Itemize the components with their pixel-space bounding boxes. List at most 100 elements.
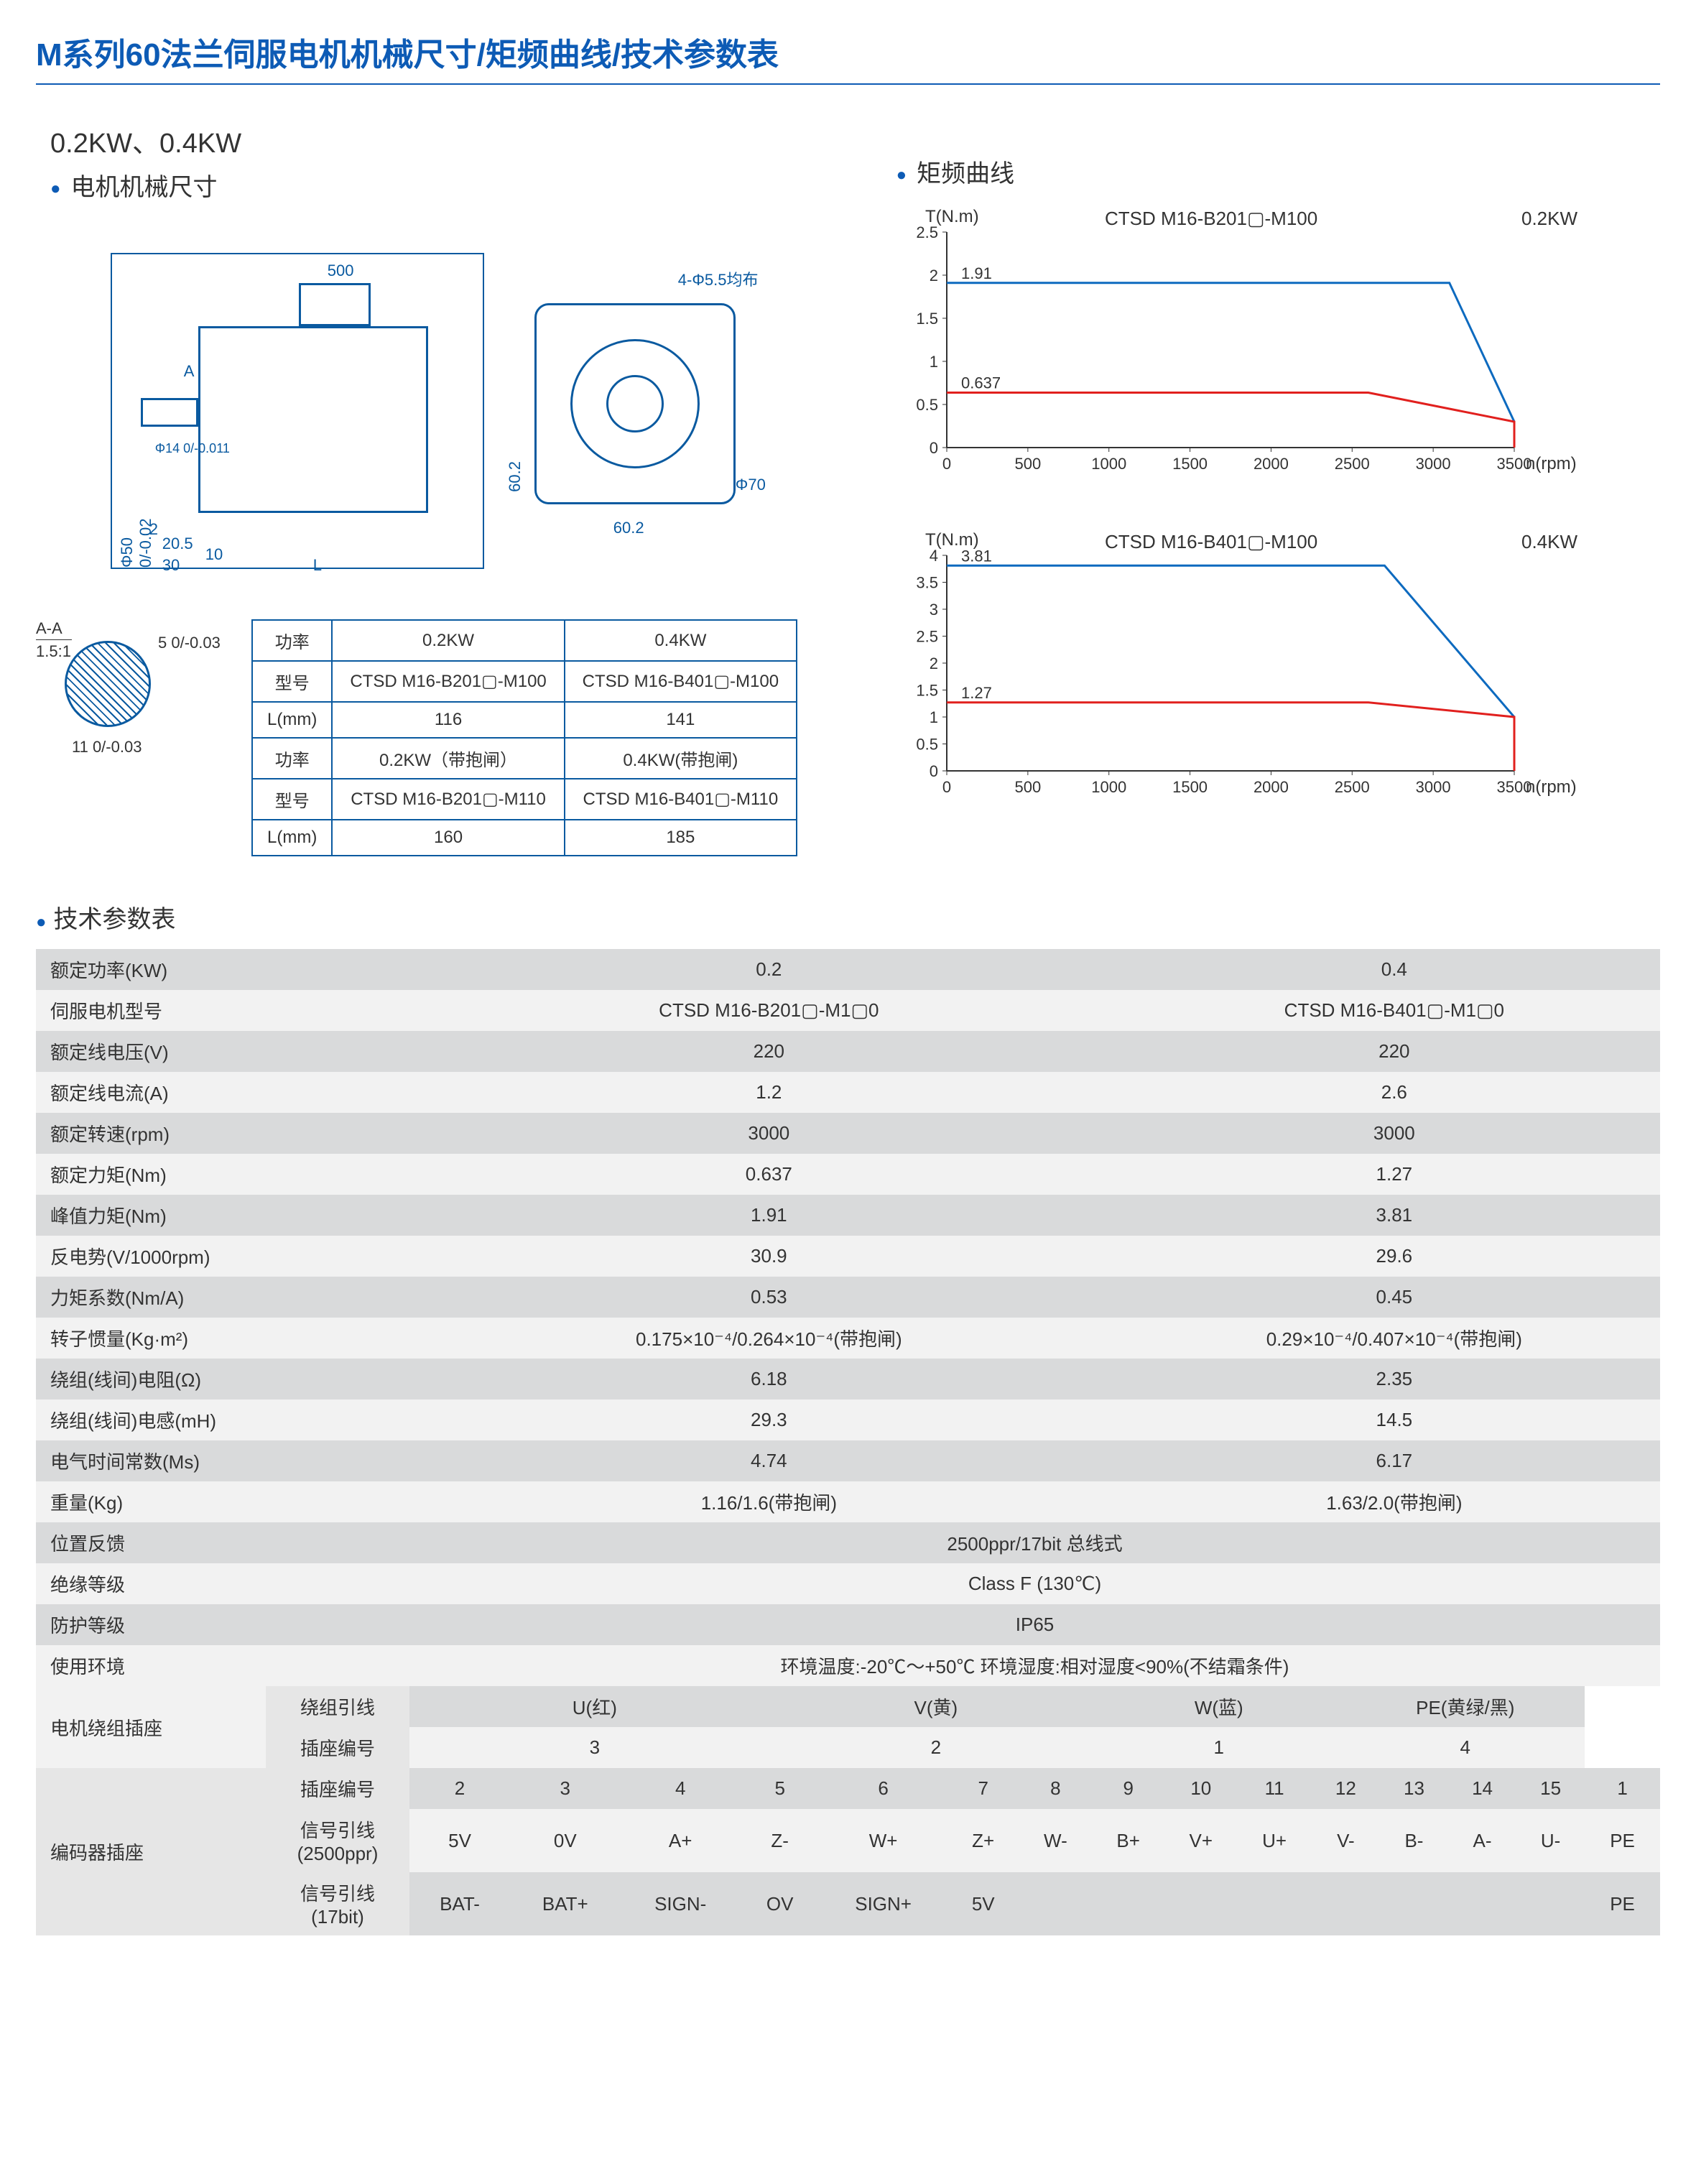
encoder-cell: V+	[1164, 1809, 1237, 1872]
encoder-cell: U+	[1237, 1809, 1312, 1872]
spec-row-label: 额定线电流(A)	[36, 1072, 409, 1113]
dim-table-cell: CTSD M16-B201▢-M110	[332, 779, 564, 820]
encoder-cell: 6	[819, 1768, 947, 1809]
spec-cell: 4.74	[409, 1440, 1129, 1481]
top-row: 0.2KW、0.4KW 电机机械尺寸 500 A Φ50 0/-0.02 Φ14…	[36, 106, 1660, 856]
dim-11: 11 0/-0.03	[72, 738, 142, 756]
svg-text:2000: 2000	[1254, 455, 1289, 473]
spec-row-label: 电气时间常数(Ms)	[36, 1440, 409, 1481]
dim-5: 5 0/-0.03	[158, 634, 221, 652]
spec-row-label: 峰值力矩(Nm)	[36, 1195, 409, 1236]
encoder-group-label: 编码器插座	[36, 1768, 266, 1935]
svg-text:2500: 2500	[1334, 455, 1369, 473]
spec-cell: 0.637	[409, 1154, 1129, 1195]
svg-text:3000: 3000	[1415, 455, 1450, 473]
dim-table-cell: 型号	[252, 661, 332, 702]
encoder-cell: 13	[1380, 1768, 1448, 1809]
spec-cell: CTSD M16-B201▢-M1▢0	[409, 990, 1129, 1031]
encoder-cell: 8	[1019, 1768, 1092, 1809]
svg-text:1: 1	[929, 708, 937, 726]
aa-section: A-A 1.5:1 5 0/-0.03 11 0/-0.03 功率0.2KW0.…	[36, 619, 853, 856]
spec-row: 防护等级IP65	[36, 1604, 1660, 1645]
dim-table-cell: 功率	[252, 738, 332, 779]
dim-dia14: Φ14 0/-0.011	[155, 441, 230, 456]
encoder-cell: 14	[1448, 1768, 1516, 1809]
spec-row: 峰值力矩(Nm)1.913.81	[36, 1195, 1660, 1236]
spec-row-label: 转子惯量(Kg·m²)	[36, 1318, 409, 1359]
spec-row: 绕组(线间)电阻(Ω)6.182.35	[36, 1359, 1660, 1399]
aa-ratio: 1.5:1	[36, 642, 71, 661]
encoder-cell: V-	[1312, 1809, 1380, 1872]
svg-text:3.5: 3.5	[916, 574, 938, 592]
spec-cell: 220	[1129, 1031, 1660, 1072]
spec-section: 技术参数表 额定功率(KW)0.20.4伺服电机型号CTSD M16-B201▢…	[36, 899, 1660, 1935]
dim-table-cell: CTSD M16-B401▢-M110	[565, 779, 797, 820]
spec-cell: 1.63/2.0(带抱闸)	[1129, 1481, 1660, 1522]
encoder-cell: 0V	[510, 1809, 620, 1872]
spec-cell: 14.5	[1129, 1399, 1660, 1440]
encoder-cell: 15	[1516, 1768, 1585, 1809]
spec-row-label: 额定转速(rpm)	[36, 1113, 409, 1154]
spec-row-label: 重量(Kg)	[36, 1481, 409, 1522]
spec-row-label: 绕组(线间)电感(mH)	[36, 1399, 409, 1440]
torque-curve-chart-0: T(N.m)CTSD M16-B201▢-M1000.2KW00.511.522…	[882, 203, 1600, 491]
dim-60v: 60.2	[506, 461, 524, 492]
encoder-cell	[1380, 1872, 1448, 1935]
spec-cell: IP65	[409, 1604, 1660, 1645]
encoder-cell: PE	[1585, 1872, 1660, 1935]
spec-row-label: 绕组(线间)电阻(Ω)	[36, 1359, 409, 1399]
dim-L: L	[313, 556, 322, 575]
svg-text:0: 0	[929, 439, 937, 457]
encoder-row-label: 信号引线(17bit)	[266, 1872, 409, 1935]
svg-text:0: 0	[929, 762, 937, 780]
dim-table-cell: 185	[565, 820, 797, 856]
encoder-cell: W+	[819, 1809, 947, 1872]
spec-row: 额定线电压(V)220220	[36, 1031, 1660, 1072]
svg-text:1000: 1000	[1091, 455, 1126, 473]
spec-cell: 6.18	[409, 1359, 1129, 1399]
spec-row-label: 使用环境	[36, 1645, 409, 1686]
encoder-cell: 2	[409, 1768, 510, 1809]
encoder-cell: A+	[620, 1809, 740, 1872]
page-title: M系列60法兰伺服电机机械尺寸/矩频曲线/技术参数表	[36, 29, 1660, 85]
power-heading: 0.2KW、0.4KW	[50, 121, 853, 160]
winding-cell: PE(黄绿/黑)	[1345, 1686, 1585, 1727]
spec-cell: 环境温度:-20℃～+50℃ 环境湿度:相对湿度<90%(不结霜条件)	[409, 1645, 1660, 1686]
dim-2: 2	[149, 520, 158, 539]
dim-10: 10	[205, 545, 223, 564]
spec-row: 额定转速(rpm)30003000	[36, 1113, 1660, 1154]
spec-cell: Class F (130℃)	[409, 1563, 1660, 1604]
spec-table: 额定功率(KW)0.20.4伺服电机型号CTSD M16-B201▢-M1▢0C…	[36, 949, 1660, 1935]
spec-row: 位置反馈2500ppr/17bit 总线式	[36, 1522, 1660, 1563]
spec-cell: 30.9	[409, 1236, 1129, 1277]
encoder-cell	[1312, 1872, 1380, 1935]
encoder-cell: 9	[1092, 1768, 1164, 1809]
encoder-cell: PE	[1585, 1809, 1660, 1872]
spec-cell: 3.81	[1129, 1195, 1660, 1236]
spec-row: 额定力矩(Nm)0.6371.27	[36, 1154, 1660, 1195]
encoder-cell: 10	[1164, 1768, 1237, 1809]
spec-row-label: 额定力矩(Nm)	[36, 1154, 409, 1195]
winding-cell: 2	[780, 1727, 1092, 1768]
right-column: 矩频曲线 T(N.m)CTSD M16-B201▢-M1000.2KW00.51…	[882, 106, 1660, 856]
spec-cell: 3000	[1129, 1113, 1660, 1154]
dim-table-cell: L(mm)	[252, 820, 332, 856]
dim-table-cell: CTSD M16-B401▢-M100	[565, 661, 797, 702]
dimension-table: 功率0.2KW0.4KW 型号CTSD M16-B201▢-M100CTSD M…	[251, 619, 797, 856]
encoder-cell: 4	[620, 1768, 740, 1809]
svg-text:0: 0	[942, 455, 950, 473]
encoder-cell: 12	[1312, 1768, 1380, 1809]
svg-text:1.27: 1.27	[961, 684, 992, 702]
spec-cell: 6.17	[1129, 1440, 1660, 1481]
encoder-cell	[1448, 1872, 1516, 1935]
svg-text:CTSD M16-B201▢-M100: CTSD M16-B201▢-M100	[1105, 208, 1317, 229]
encoder-cell: BAT-	[409, 1872, 510, 1935]
svg-text:1: 1	[929, 353, 937, 371]
encoder-cell: B-	[1380, 1809, 1448, 1872]
spec-cell: 3000	[409, 1113, 1129, 1154]
winding-cell: 1	[1092, 1727, 1345, 1768]
spec-cell: 0.45	[1129, 1277, 1660, 1318]
svg-text:0: 0	[942, 778, 950, 796]
mechanical-diagram: 500 A Φ50 0/-0.02 Φ14 0/-0.011 2 20.5 10…	[36, 217, 853, 605]
encoder-cell: U-	[1516, 1809, 1585, 1872]
